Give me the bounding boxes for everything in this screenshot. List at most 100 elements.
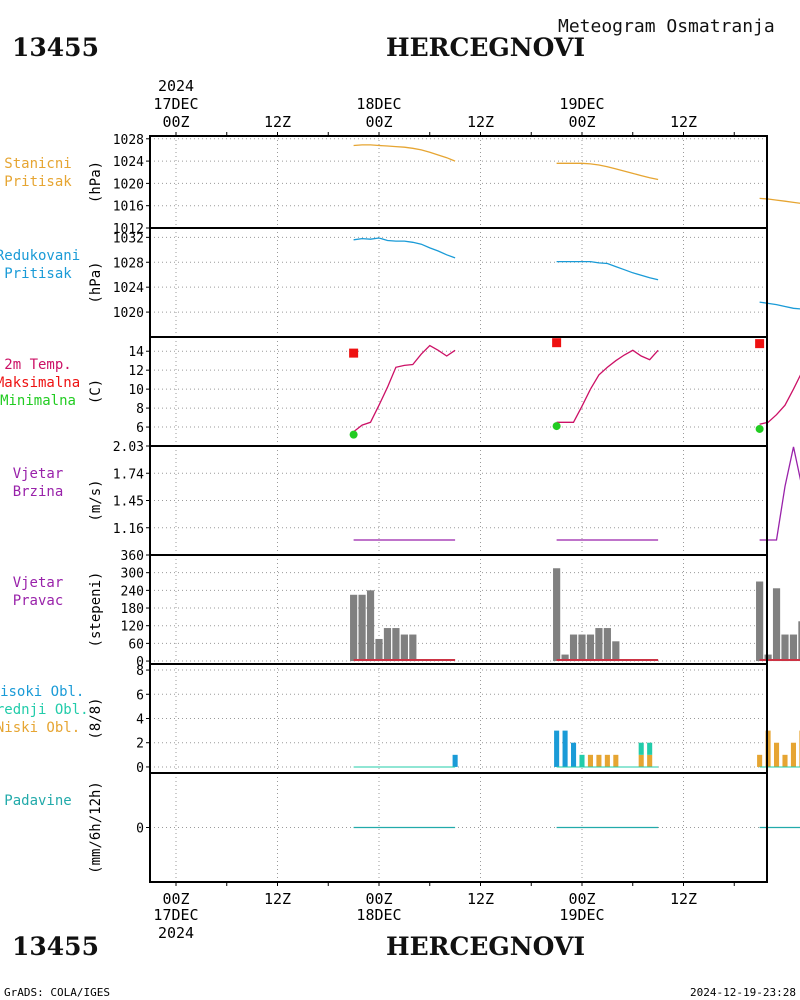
unit-label: (mm/6h/12h) <box>88 781 104 874</box>
y-tick-label: 0 <box>136 761 144 776</box>
cloud-bar <box>647 742 653 755</box>
panel-frame <box>149 227 768 338</box>
wind-direction-bar <box>392 628 400 662</box>
y-tick-label: 1028 <box>113 256 144 271</box>
series-line <box>759 301 800 310</box>
max-temp-marker <box>755 339 765 349</box>
panel-label: 2m Temp. <box>4 357 71 373</box>
station-name-top: HERCEGNOVI <box>386 33 585 62</box>
panel-label: Visoki Obl. <box>0 684 84 700</box>
y-tick-label: 180 <box>121 602 144 617</box>
unit-label: (stepeni) <box>88 572 104 648</box>
max-temp-marker <box>349 348 359 358</box>
wind-direction-bar <box>569 634 578 662</box>
min-temp-marker <box>349 430 358 439</box>
time-label-hour: 00Z <box>162 890 189 908</box>
station-name-bottom: HERCEGNOVI <box>386 932 585 961</box>
wind-direction-bar <box>409 634 417 662</box>
unit-label: (C) <box>88 379 104 404</box>
panel-frame <box>149 135 768 229</box>
y-tick-label: 6 <box>136 688 144 703</box>
panel-wind_speed: 1.16 1.45 1.74 2.03 Vjetar Brzina (m/s) <box>13 440 800 556</box>
time-label-date: 17DEC <box>153 906 198 924</box>
time-label-year: 2024 <box>158 77 194 95</box>
cloud-bar <box>452 754 458 767</box>
wind-direction-bar <box>358 594 366 662</box>
y-tick-label: 2 <box>136 737 144 752</box>
time-label-date: 18DEC <box>356 906 401 924</box>
wind-direction-bar <box>350 594 358 662</box>
time-label-hour: 12Z <box>670 113 697 131</box>
panel-label: Pravac <box>13 593 64 609</box>
wind-direction-bar <box>586 634 595 662</box>
wind-direction-bar <box>764 654 772 662</box>
panel-precipitation: 0 Padavine (mm/6h/12h) <box>4 772 800 883</box>
series-line <box>353 344 456 433</box>
y-tick-label: 1012 <box>113 222 144 237</box>
cloud-bar <box>579 754 585 767</box>
cloud-bar <box>613 754 619 767</box>
wind-direction-bar <box>366 590 375 662</box>
time-label-hour: 12Z <box>467 890 494 908</box>
y-tick-label: 300 <box>121 567 144 582</box>
y-tick-label: 0 <box>136 822 144 837</box>
time-label-hour: 00Z <box>568 890 595 908</box>
panel-label: Padavine <box>4 793 71 809</box>
cloud-bar <box>647 754 653 767</box>
y-tick-label: 1032 <box>113 231 144 246</box>
chart-subtitle: Meteogram Osmatranja <box>558 16 775 37</box>
wind-direction-bar <box>781 634 789 662</box>
wind-direction-bar <box>603 628 611 662</box>
time-label-hour: 12Z <box>670 890 697 908</box>
cloud-bar <box>596 754 602 767</box>
wind-direction-bar <box>798 621 800 662</box>
panel-frame <box>149 336 768 447</box>
cloud-bar <box>587 754 593 767</box>
y-tick-label: 1.74 <box>113 467 144 482</box>
panel-frame <box>149 772 768 883</box>
panel-label: Srednji Obl. <box>0 702 89 718</box>
time-label-hour: 00Z <box>162 113 189 131</box>
footer-left: GrADS: COLA/IGES <box>4 986 110 999</box>
panel-label: Niski Obl. <box>0 720 80 736</box>
time-label-year: 2024 <box>158 924 194 942</box>
cloud-bar <box>571 742 577 767</box>
cloud-bar <box>765 730 771 767</box>
y-tick-label: 12 <box>128 364 144 379</box>
y-tick-label: 1020 <box>113 177 144 192</box>
panel-label: Minimalna <box>0 393 76 409</box>
wind-direction-bar <box>400 634 408 662</box>
y-tick-label: 1028 <box>113 133 144 148</box>
unit-label: (hPa) <box>88 261 104 303</box>
panel-reduced_pressure: 1020 1024 1028 1032 Redukovani Pritisak (hPa) <box>0 227 800 338</box>
series-line <box>759 374 800 425</box>
panel-clouds: 0 2 4 6 8 Visoki Obl. Srednji Obl. Niski Obl. (8… <box>0 663 800 776</box>
y-tick-label: 4 <box>136 713 144 728</box>
panel-label: Maksimalna <box>0 375 80 391</box>
min-temp-marker <box>755 424 764 433</box>
cloud-bar <box>790 742 796 767</box>
y-tick-label: 240 <box>121 584 144 599</box>
series-line <box>353 237 456 259</box>
y-tick-label: 2.03 <box>113 440 144 455</box>
cloud-bar <box>774 742 780 767</box>
cloud-bar <box>638 754 644 767</box>
y-tick-label: 1020 <box>113 306 144 321</box>
wind-direction-bar <box>383 628 392 662</box>
series-line <box>759 197 800 204</box>
time-label-hour: 12Z <box>264 113 291 131</box>
time-label-date: 19DEC <box>559 95 604 113</box>
wind-direction-bar <box>595 628 603 662</box>
panel-label: Vjetar <box>13 466 64 482</box>
wind-direction-bar <box>772 588 781 662</box>
max-temp-marker <box>552 338 562 348</box>
cloud-bar <box>638 742 644 755</box>
y-tick-label: 8 <box>136 402 144 417</box>
y-tick-label: 1024 <box>113 281 144 296</box>
cloud-bar <box>604 754 610 767</box>
wind-direction-bar <box>612 641 620 662</box>
y-tick-label: 1.16 <box>113 522 144 537</box>
y-tick-label: 360 <box>121 549 144 564</box>
